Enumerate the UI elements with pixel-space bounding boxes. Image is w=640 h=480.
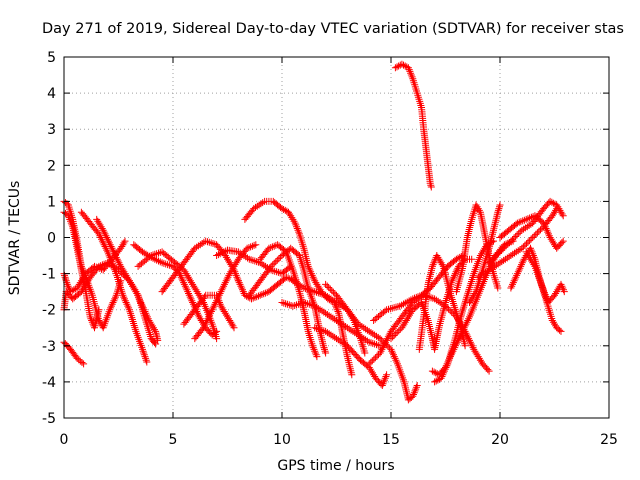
- series-track-33: [496, 212, 567, 252]
- series-track-30: [466, 201, 504, 306]
- marker-path: [77, 208, 151, 366]
- chart-title: Day 271 of 2019, Sidereal Day-to-day VTE…: [42, 21, 624, 37]
- data-points: [60, 60, 568, 404]
- y-tick-label: 0: [47, 231, 56, 247]
- marker-path: [134, 248, 221, 343]
- marker-path: [256, 241, 321, 361]
- series-track-21: [322, 280, 421, 404]
- marker-path: [431, 237, 497, 386]
- x-tick-label: 10: [273, 432, 291, 448]
- marker-path: [322, 280, 421, 404]
- marker-path: [391, 60, 435, 191]
- marker-path: [485, 197, 567, 267]
- x-tick-label: 5: [169, 432, 178, 448]
- y-tick-label: -2: [42, 303, 56, 319]
- y-tick-label: 1: [47, 194, 56, 210]
- y-tick-label: -3: [42, 339, 56, 355]
- marker-path: [466, 201, 504, 306]
- y-axis-ticks: -5 -4 -3 -2 -1 0 1 2 3 4 5: [42, 50, 609, 427]
- y-tick-label: -5: [42, 411, 56, 427]
- y-tick-label: -4: [42, 375, 56, 391]
- marker-path: [234, 273, 299, 303]
- marker-path: [522, 248, 568, 306]
- marker-path: [130, 241, 221, 339]
- y-tick-label: 2: [47, 158, 56, 174]
- x-tick-label: 0: [60, 432, 69, 448]
- series-track-12: [191, 241, 260, 343]
- series-track-17: [256, 241, 321, 361]
- y-tick-label: 3: [47, 122, 56, 138]
- series-track-32: [485, 197, 567, 267]
- series-track-9: [134, 248, 221, 343]
- x-tick-label: 20: [491, 432, 509, 448]
- marker-path: [93, 215, 162, 344]
- y-tick-label: 5: [47, 50, 56, 66]
- series-track-35: [522, 248, 568, 306]
- series-track-20: [311, 324, 391, 389]
- x-tick-label: 15: [382, 432, 400, 448]
- y-axis-label: SDTVAR / TECUs: [7, 181, 23, 296]
- series-track-8: [130, 241, 221, 339]
- x-axis-label: GPS time / hours: [277, 458, 394, 474]
- series-track-6: [77, 208, 151, 366]
- marker-path: [496, 212, 567, 252]
- series-track-25: [391, 60, 435, 191]
- series-track-14: [234, 273, 299, 303]
- series-track-7: [93, 215, 162, 344]
- marker-path: [191, 241, 260, 343]
- y-tick-label: -1: [42, 267, 56, 283]
- y-tick-label: 4: [47, 86, 56, 102]
- series-track-28: [431, 237, 497, 386]
- x-tick-label: 25: [600, 432, 618, 448]
- marker-path: [311, 324, 391, 389]
- x-axis-ticks: 0 5 10 15 20 25: [60, 57, 618, 448]
